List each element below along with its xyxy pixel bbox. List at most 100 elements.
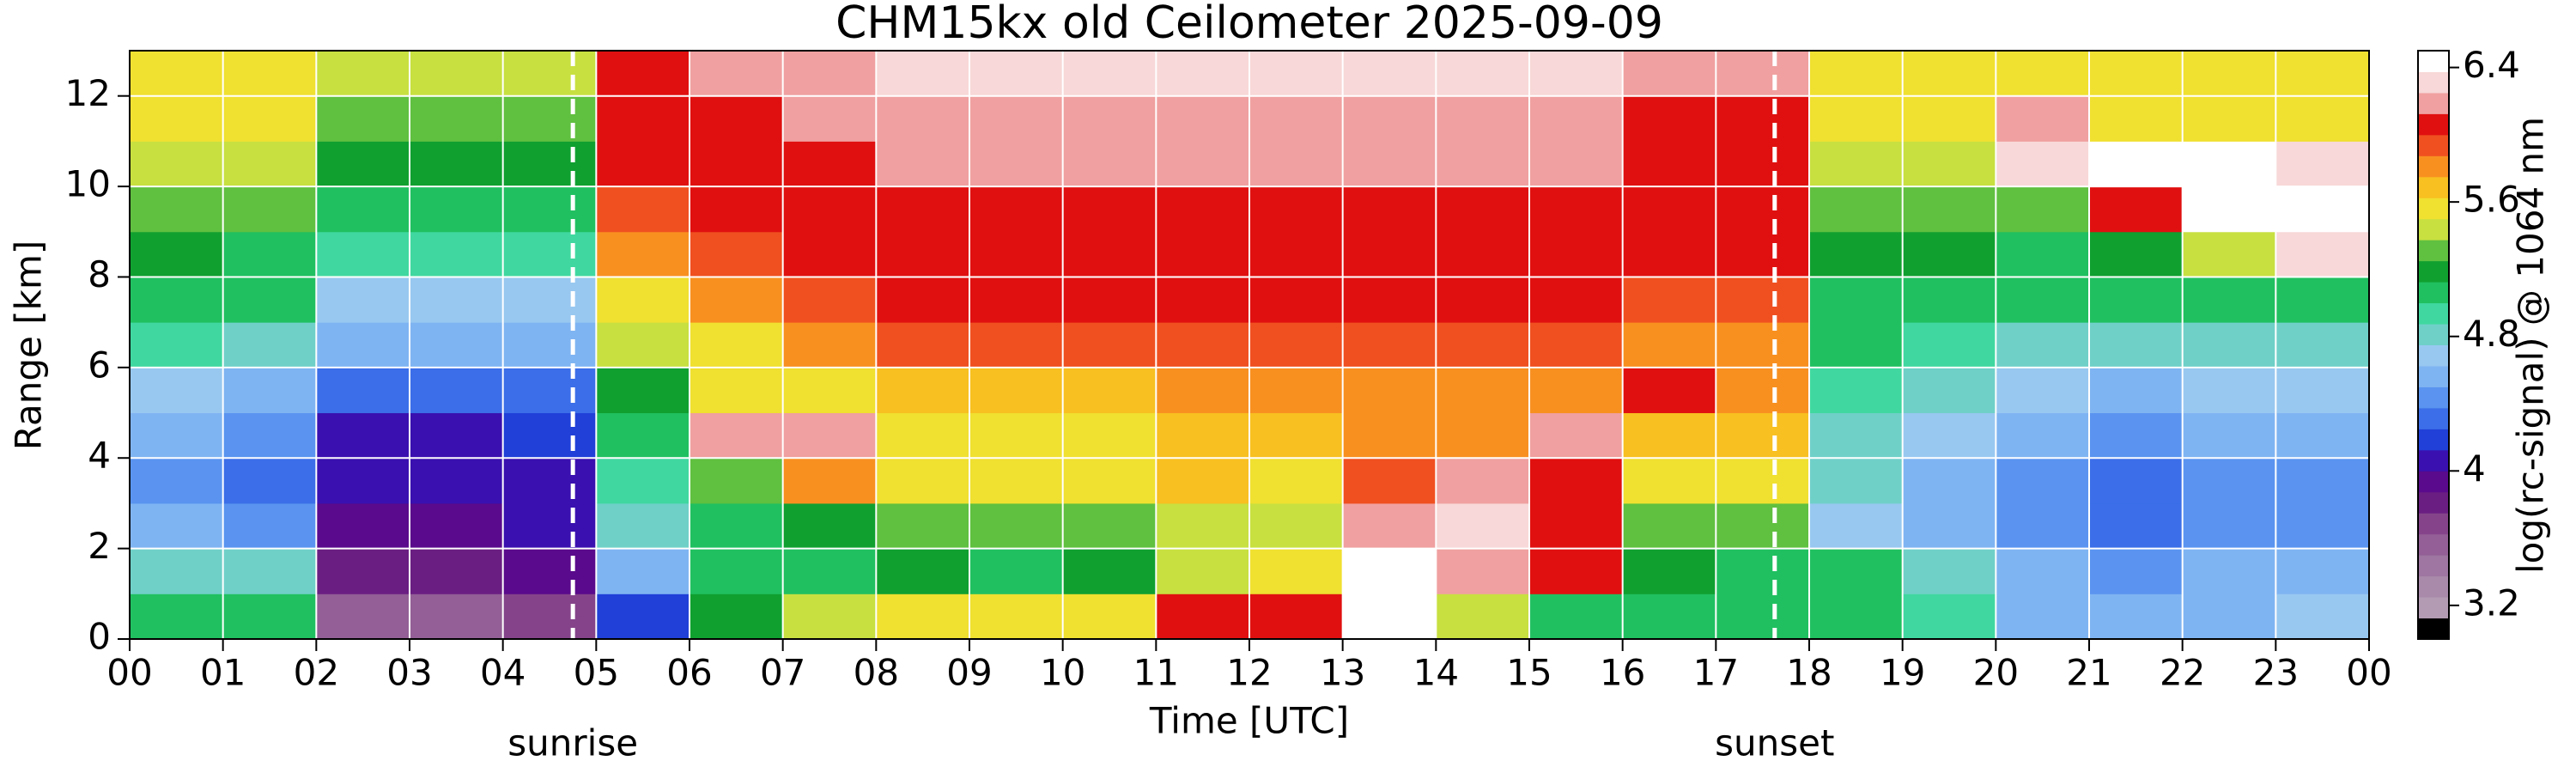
heatmap-cell bbox=[1716, 458, 1810, 504]
heatmap-cell bbox=[2182, 95, 2276, 142]
heatmap-cell bbox=[782, 412, 877, 459]
heatmap-cell bbox=[316, 95, 410, 142]
x-tick-label: 00 bbox=[2346, 652, 2391, 694]
x-tick-label: 08 bbox=[854, 652, 899, 694]
annotation-label: sunrise bbox=[507, 722, 638, 764]
heatmap-cell bbox=[1249, 51, 1344, 97]
colorbar-swatch bbox=[2418, 575, 2449, 598]
heatmap-cell bbox=[2275, 458, 2370, 504]
colorbar-tick-label: 3.2 bbox=[2463, 581, 2520, 624]
heatmap-cell bbox=[130, 231, 224, 277]
heatmap-cell bbox=[1062, 412, 1157, 459]
heatmap-cell bbox=[1436, 95, 1530, 142]
heatmap-cell bbox=[1809, 141, 1904, 187]
heatmap-cell bbox=[130, 367, 224, 414]
x-tick-label: 01 bbox=[200, 652, 246, 694]
heatmap-cell bbox=[2089, 186, 2184, 233]
colorbar-swatch bbox=[2418, 71, 2449, 94]
heatmap-cell bbox=[596, 95, 690, 142]
heatmap-cell bbox=[596, 548, 690, 594]
heatmap-cell bbox=[1062, 95, 1157, 142]
heatmap-cell bbox=[222, 458, 317, 504]
heatmap-cell bbox=[1902, 412, 1996, 459]
colorbar-swatch bbox=[2418, 218, 2449, 240]
plot-frame bbox=[129, 50, 2370, 640]
heatmap-cell bbox=[2182, 412, 2276, 459]
heatmap-cell bbox=[316, 231, 410, 277]
colorbar-swatch bbox=[2418, 134, 2449, 156]
heatmap-cell bbox=[2089, 231, 2184, 277]
heatmap-cell bbox=[596, 277, 690, 323]
heatmap-cell bbox=[596, 412, 690, 459]
heatmap-cell bbox=[876, 277, 970, 323]
heatmap-cell bbox=[410, 502, 504, 550]
x-tick-label: 00 bbox=[106, 652, 152, 694]
x-tick-label: 02 bbox=[294, 652, 339, 694]
heatmap-cell bbox=[2275, 141, 2370, 187]
heatmap-cell bbox=[410, 141, 504, 187]
heatmap-cell bbox=[2182, 231, 2276, 277]
heatmap-cell bbox=[876, 367, 970, 414]
heatmap-cell bbox=[1529, 186, 1624, 233]
x-tick-label: 04 bbox=[480, 652, 526, 694]
heatmap-cell bbox=[1342, 186, 1437, 233]
colorbar-swatch bbox=[2418, 597, 2449, 619]
heatmap-cell bbox=[1156, 51, 1250, 97]
x-tick-label: 12 bbox=[1226, 652, 1272, 694]
heatmap-cell bbox=[876, 186, 970, 233]
heatmap-cell bbox=[1902, 95, 1996, 142]
heatmap-cell bbox=[876, 458, 970, 504]
heatmap-cell bbox=[2182, 502, 2276, 550]
heatmap-cell bbox=[502, 322, 597, 368]
heatmap-cell bbox=[1342, 231, 1437, 277]
heatmap-cell bbox=[690, 322, 784, 368]
heatmap-cell bbox=[2182, 458, 2276, 504]
heatmap-cell bbox=[130, 458, 224, 504]
heatmap-cell bbox=[1622, 231, 1716, 277]
heatmap-cell bbox=[410, 593, 504, 640]
heatmap-cell bbox=[316, 186, 410, 233]
heatmap-cell bbox=[2275, 51, 2370, 97]
heatmap-cell bbox=[1622, 458, 1716, 504]
heatmap-cell bbox=[1156, 231, 1250, 277]
heatmap-cell bbox=[1809, 51, 1904, 97]
heatmap-cell bbox=[2182, 548, 2276, 594]
heatmap-cell bbox=[1249, 367, 1344, 414]
heatmap-cell bbox=[782, 548, 877, 594]
heatmap-cell bbox=[969, 141, 1064, 187]
heatmap-cell bbox=[2089, 141, 2184, 187]
heatmap-cell bbox=[130, 412, 224, 459]
heatmap-cell bbox=[1342, 502, 1437, 550]
heatmap-cell bbox=[1809, 548, 1904, 594]
heatmap-cell bbox=[1436, 412, 1530, 459]
heatmap-cell bbox=[316, 277, 410, 323]
heatmap-cell bbox=[222, 322, 317, 368]
heatmap-cell bbox=[969, 186, 1064, 233]
heatmap-cell bbox=[1809, 95, 1904, 142]
heatmap-cell bbox=[1249, 502, 1344, 550]
heatmap-cell bbox=[690, 458, 784, 504]
heatmap-cell bbox=[2275, 231, 2370, 277]
heatmap-cell bbox=[222, 186, 317, 233]
colorbar-swatch bbox=[2418, 491, 2449, 514]
heatmap-cell bbox=[690, 51, 784, 97]
heatmap-cell bbox=[969, 277, 1064, 323]
heatmap-cell bbox=[782, 231, 877, 277]
heatmap-cell bbox=[969, 231, 1064, 277]
heatmap-cell bbox=[1809, 186, 1904, 233]
heatmap-cell bbox=[1902, 277, 1996, 323]
heatmap-cell bbox=[222, 51, 317, 97]
heatmap-cell bbox=[690, 412, 784, 459]
heatmap-cell bbox=[1436, 322, 1530, 368]
heatmap-cell bbox=[1529, 367, 1624, 414]
heatmap-cell bbox=[1529, 141, 1624, 187]
heatmap-cell bbox=[782, 593, 877, 640]
heatmap-cell bbox=[316, 458, 410, 504]
heatmap-cell bbox=[2275, 277, 2370, 323]
heatmap-cell bbox=[1622, 322, 1716, 368]
heatmap-cell bbox=[1529, 548, 1624, 594]
heatmap-cell bbox=[1436, 458, 1530, 504]
heatmap-cell bbox=[1062, 548, 1157, 594]
heatmap-cell bbox=[1716, 141, 1810, 187]
heatmap-cell bbox=[502, 458, 597, 504]
